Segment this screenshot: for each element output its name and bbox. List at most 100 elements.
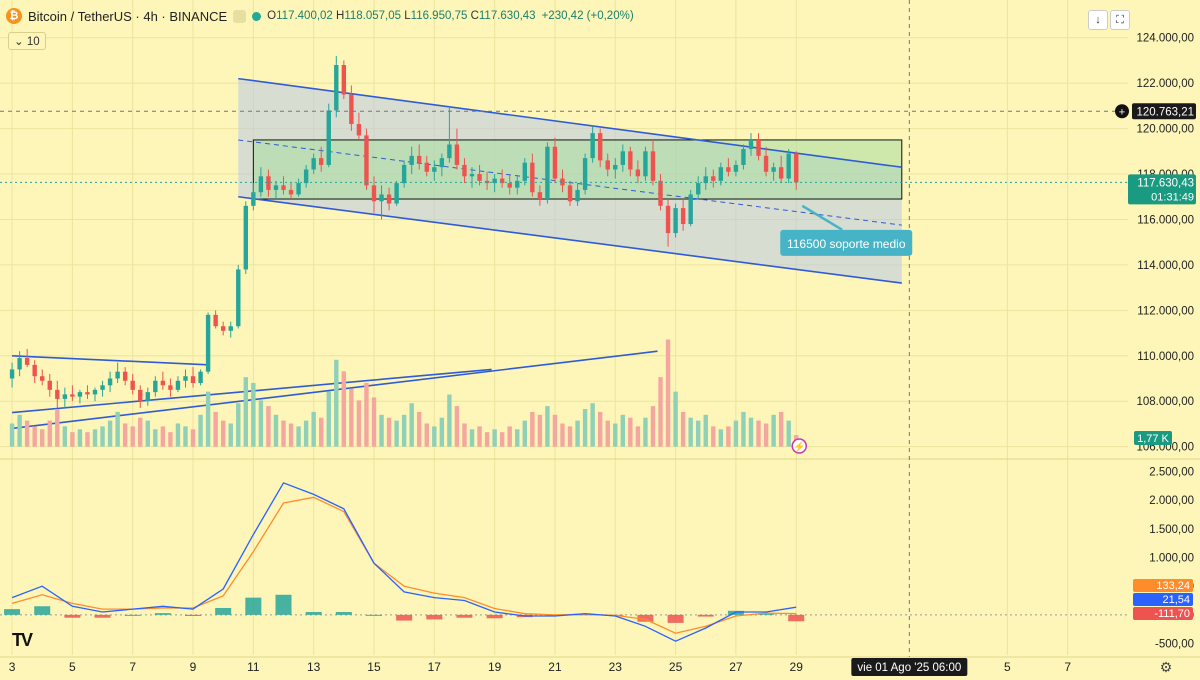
candle-body: [115, 371, 120, 379]
volume-bar: [349, 388, 354, 447]
candle-body: [409, 155, 414, 165]
volume-bar: [665, 339, 671, 447]
candle-body: [499, 178, 505, 184]
candle-body: [122, 371, 128, 381]
price-axis-label: 122.000,00: [1136, 78, 1194, 90]
volume-bar: [756, 420, 761, 447]
candle-body: [673, 208, 678, 234]
macd-histogram-bar: [637, 614, 654, 622]
candle-body: [273, 185, 279, 190]
volume-bar: [567, 426, 573, 447]
volume-bar: [379, 414, 384, 447]
volume-bar: [590, 403, 595, 447]
time-axis-label: 7: [129, 660, 136, 674]
candle-body: [560, 178, 565, 186]
download-icon[interactable]: ↓: [1088, 10, 1108, 30]
collapse-indicators-button[interactable]: ⌄ 10: [8, 32, 46, 50]
volume-bar: [115, 411, 120, 447]
volume-bar: [711, 426, 716, 447]
volume-bar: [477, 426, 482, 447]
eye-icon[interactable]: [233, 9, 247, 23]
volume-bar: [138, 417, 143, 447]
candle-body: [688, 194, 693, 225]
volume-bar: [643, 417, 648, 447]
candle-body: [183, 376, 188, 381]
candle-body: [138, 389, 143, 402]
candle-body: [597, 133, 603, 161]
volume-label: 1,77 K: [1137, 433, 1169, 445]
fullscreen-icon[interactable]: ⛶: [1110, 10, 1130, 30]
volume-bar: [439, 417, 445, 447]
macd-histogram-bar: [64, 614, 81, 618]
candle-body: [190, 376, 196, 384]
volume-bar: [371, 397, 377, 447]
volume-bar: [145, 420, 150, 447]
price-axis-label: 110.000,00: [1137, 351, 1194, 363]
candle-body: [711, 176, 716, 181]
time-axis-label: 19: [488, 660, 502, 674]
candle-body: [477, 174, 482, 181]
volume-bar: [673, 391, 678, 447]
candle-body: [341, 64, 347, 95]
volume-bar: [243, 377, 249, 447]
time-axis-label: 15: [367, 660, 381, 674]
volume-bar: [281, 420, 286, 447]
candle-body: [24, 358, 30, 365]
volume-bar: [703, 414, 708, 447]
macd-histogram-bar: [758, 613, 775, 615]
crosshair-price-label: 120.763,21: [1136, 106, 1194, 118]
candle-body: [515, 180, 520, 188]
candle-body: [696, 183, 701, 195]
candle-body: [530, 162, 535, 193]
candle-body: [243, 205, 249, 270]
macd-value-label: -111,70: [1154, 608, 1190, 620]
add-alert-icon: [1115, 104, 1129, 119]
candle-body: [258, 176, 264, 193]
candle-body: [77, 392, 83, 397]
candle-body: [175, 380, 181, 390]
candle-body: [130, 380, 135, 390]
support-line: [12, 354, 209, 366]
alert-lightning-icon: [791, 438, 808, 454]
macd-histogram-bar: [426, 614, 443, 620]
candle-body: [281, 185, 286, 190]
volume-bar: [613, 423, 618, 447]
volume-bar: [696, 420, 701, 447]
volume-bar: [560, 423, 565, 447]
macd-histogram-bar: [335, 611, 352, 615]
macd-histogram-bar: [788, 614, 805, 622]
candle-body: [778, 167, 784, 179]
volume-bar: [70, 432, 75, 447]
time-axis-label: 21: [548, 660, 562, 674]
volume-bar: [258, 400, 264, 447]
time-axis-label: 5: [69, 660, 76, 674]
time-axis-label: 3: [9, 660, 16, 674]
volume-bar: [122, 423, 128, 447]
volume-bar: [424, 423, 429, 447]
tradingview-logo[interactable]: TV: [12, 630, 33, 650]
volume-bar: [688, 417, 693, 447]
annotation-box: [780, 229, 913, 256]
symbol-legend: ₿ Bitcoin / TetherUS · 4h · BINANCE O117…: [6, 8, 634, 24]
symbol-title[interactable]: Bitcoin / TetherUS · 4h · BINANCE: [28, 8, 228, 24]
time-axis-label: 23: [609, 660, 623, 674]
ohlc-values: O117.400,02 H118.057,05 L116.950,75 C117…: [267, 10, 536, 22]
macd-axis-label: -500,00: [1155, 639, 1194, 651]
volume-bar: [507, 426, 512, 447]
macd-axis-label: 2.500,00: [1149, 466, 1194, 478]
volume-bar: [778, 411, 784, 447]
volume-bar: [650, 406, 656, 447]
volume-bar: [733, 420, 739, 447]
macd-histogram-bar: [365, 614, 382, 616]
candle-body: [741, 149, 746, 165]
candle-body: [100, 385, 105, 390]
volume-bar: [597, 411, 603, 447]
volume-bar: [32, 426, 37, 447]
candle-body: [537, 192, 543, 200]
candle-body: [447, 144, 452, 159]
volume-bar: [228, 423, 233, 447]
volume-bar: [628, 417, 633, 447]
volume-bar: [220, 420, 226, 447]
candle-body: [763, 155, 769, 172]
